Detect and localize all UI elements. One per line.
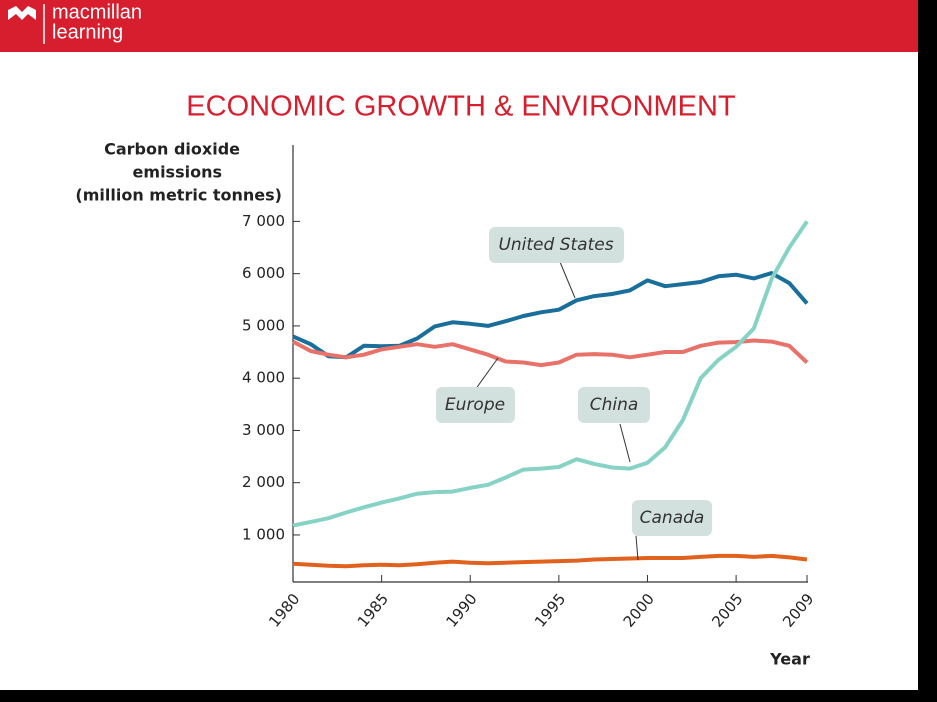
y-tick-label: 5 000 bbox=[242, 316, 285, 334]
y-axis-label: emissions bbox=[133, 163, 222, 182]
brand-text: macmillan bbox=[52, 1, 142, 23]
series-label: China bbox=[590, 395, 639, 415]
series-label: United States bbox=[498, 235, 613, 255]
series-label: Canada bbox=[640, 508, 705, 528]
series-line bbox=[292, 338, 809, 368]
leader-line bbox=[619, 423, 631, 463]
leader-line bbox=[635, 535, 639, 561]
leader-line bbox=[474, 357, 499, 391]
annotation-box bbox=[632, 500, 712, 536]
series-line bbox=[292, 220, 809, 528]
y-tick-label: 4 000 bbox=[242, 369, 285, 387]
y-tick-label: 1 000 bbox=[242, 525, 285, 543]
y-axis-label: Carbon dioxide bbox=[104, 140, 240, 159]
chart-title: ECONOMIC GROWTH & ENVIRONMENT bbox=[186, 91, 736, 123]
annotation-box bbox=[489, 227, 624, 263]
y-tick-label: 6 000 bbox=[242, 264, 285, 282]
series-line bbox=[292, 553, 808, 569]
logo-icon bbox=[8, 6, 36, 20]
series-line bbox=[292, 271, 809, 360]
y-axis-label: (million metric tonnes) bbox=[75, 186, 282, 205]
x-axis-label: Year bbox=[769, 650, 810, 669]
annotation-box bbox=[578, 387, 650, 423]
y-tick-label: 7 000 bbox=[242, 212, 285, 230]
y-tick-label: 2 000 bbox=[242, 473, 285, 491]
annotation-box bbox=[436, 387, 515, 423]
brand-text: learning bbox=[52, 21, 123, 43]
y-tick-label: 3 000 bbox=[242, 421, 285, 439]
annotations: United States Europe China Canada bbox=[436, 227, 712, 561]
header-bar bbox=[0, 0, 918, 52]
series-label: Europe bbox=[445, 395, 505, 415]
leader-line bbox=[559, 261, 576, 299]
